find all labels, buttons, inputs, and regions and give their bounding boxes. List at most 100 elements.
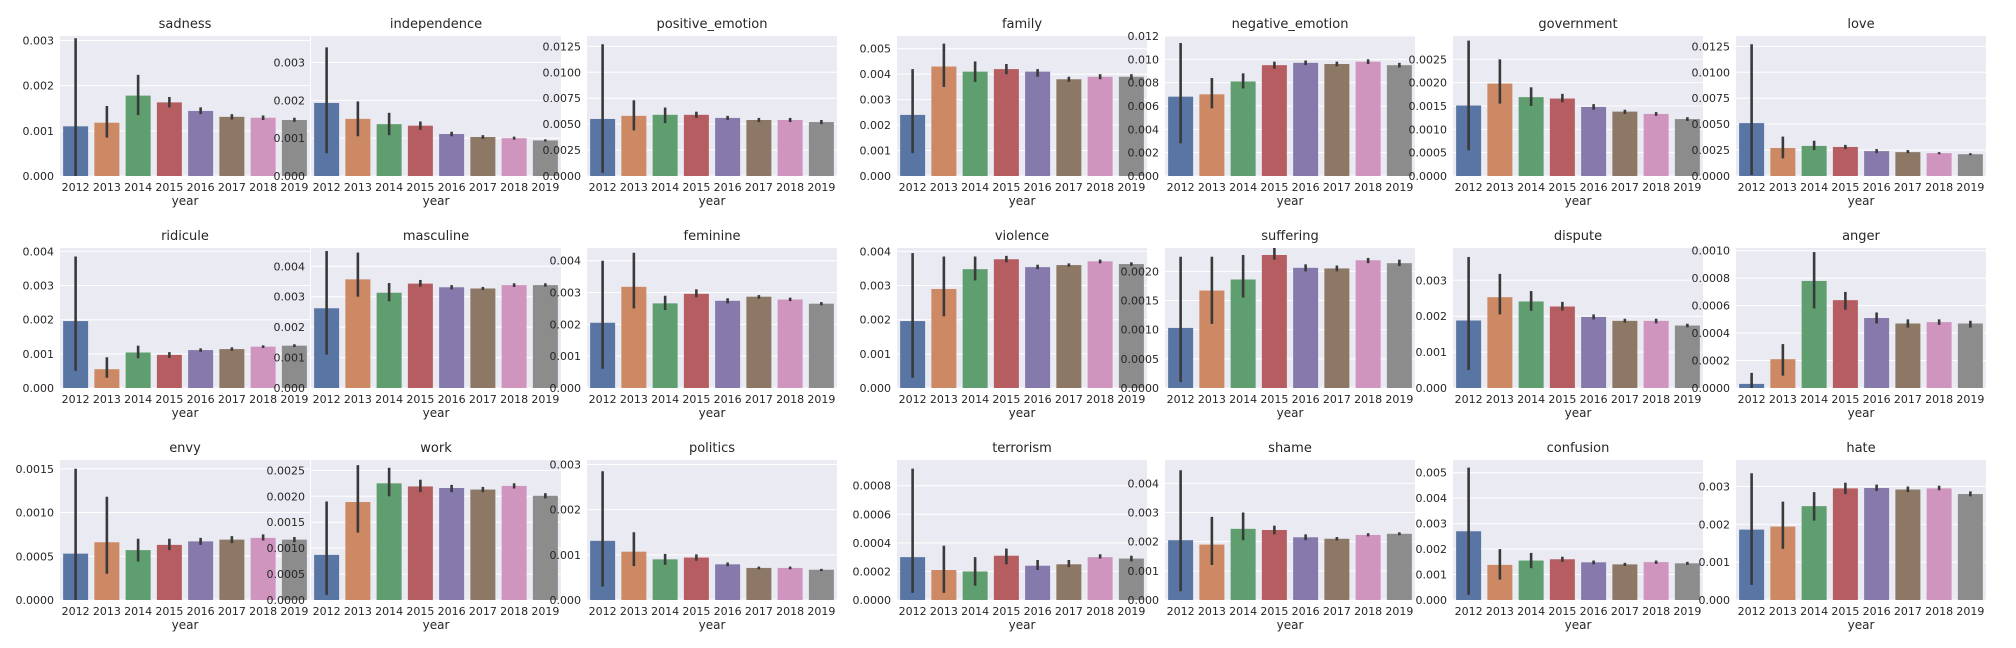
y-tick-label: 0.001 [1699, 556, 1731, 569]
x-tick-label: 2016 [1292, 181, 1320, 194]
x-tick-label: 2013 [620, 393, 648, 406]
y-tick-label: 0.0006 [853, 508, 892, 521]
x-tick-label: 2012 [62, 393, 90, 406]
bar-government-2015 [1549, 98, 1575, 176]
x-tick-label: 2015 [1260, 181, 1288, 194]
bar-violence-2016 [1025, 267, 1051, 388]
y-tick-label: 0.000 [550, 382, 582, 395]
x-tick-label: 2018 [249, 605, 277, 618]
y-tick-label: 0.000 [860, 170, 892, 183]
x-tick-label: 2017 [1323, 605, 1351, 618]
y-tick-label: 0.0125 [543, 40, 582, 53]
x-axis-label: year [1277, 406, 1304, 420]
bar-anger-2018 [1926, 322, 1952, 388]
bar-work-2016 [439, 488, 465, 600]
x-tick-label: 2019 [531, 181, 559, 194]
y-tick-label: 0.002 [860, 119, 892, 132]
y-tick-label: 0.0075 [543, 92, 582, 105]
y-tick-label: 0.000 [274, 170, 306, 183]
y-tick-label: 0.002 [23, 80, 55, 93]
x-tick-label: 2014 [375, 181, 403, 194]
y-tick-label: 0.002 [1128, 536, 1160, 549]
x-tick-label: 2014 [124, 181, 152, 194]
bar-confusion-2019 [1674, 563, 1700, 600]
bar-dispute-2017 [1612, 320, 1638, 388]
x-tick-label: 2013 [620, 605, 648, 618]
x-tick-label: 2015 [406, 393, 434, 406]
bar-suffering-2018 [1355, 260, 1381, 388]
bar-masculine-2015 [407, 283, 433, 388]
panel-title: family [1002, 17, 1042, 32]
bar-masculine-2014 [376, 292, 402, 388]
bar-independence-2018 [501, 138, 527, 176]
x-tick-label: 2019 [1385, 181, 1413, 194]
x-tick-label: 2018 [776, 393, 804, 406]
y-tick-label: 0.000 [1128, 170, 1160, 183]
y-tick-label: 0.0005 [1409, 147, 1448, 160]
x-axis-label: year [423, 618, 450, 632]
x-tick-label: 2012 [1738, 393, 1766, 406]
bar-sadness-2017 [219, 116, 245, 176]
y-tick-label: 0.0015 [1121, 295, 1160, 308]
y-tick-label: 0.000 [1699, 594, 1731, 607]
bar-politics-2014 [652, 559, 678, 600]
bar-work-2017 [470, 489, 496, 600]
y-tick-label: 0.001 [860, 348, 892, 361]
y-tick-label: 0.000 [1416, 382, 1448, 395]
bar-dispute-2014 [1518, 301, 1544, 388]
x-tick-label: 2016 [1580, 181, 1608, 194]
bar-shame-2014 [1230, 528, 1256, 600]
x-tick-label: 2019 [1956, 393, 1984, 406]
bar-shame-2018 [1355, 534, 1381, 600]
bar-politics-2015 [683, 557, 709, 600]
x-tick-label: 2016 [1580, 605, 1608, 618]
x-tick-label: 2017 [1055, 181, 1083, 194]
x-tick-label: 2017 [1894, 181, 1922, 194]
y-tick-label: 0.001 [550, 549, 582, 562]
x-tick-label: 2012 [899, 393, 927, 406]
y-tick-label: 0.0010 [16, 507, 55, 520]
x-tick-label: 2013 [93, 605, 121, 618]
panel-title: love [1847, 17, 1874, 32]
y-tick-label: 0.0020 [1121, 265, 1160, 278]
bar-masculine-2013 [345, 279, 371, 388]
y-tick-label: 0.0025 [267, 464, 306, 477]
x-tick-label: 2018 [249, 393, 277, 406]
bar-ridicule-2017 [219, 349, 245, 388]
bar-family-2016 [1025, 71, 1051, 176]
panel-title: hate [1846, 441, 1875, 456]
x-tick-label: 2017 [469, 393, 497, 406]
y-tick-label: 0.000 [1416, 594, 1448, 607]
y-tick-label: 0.0005 [16, 550, 55, 563]
y-tick-label: 0.0004 [853, 537, 892, 550]
bar-government-2016 [1581, 106, 1607, 176]
x-tick-label: 2019 [1956, 605, 1984, 618]
x-tick-label: 2016 [438, 605, 466, 618]
panel-title: ridicule [161, 229, 209, 244]
x-tick-label: 2013 [344, 605, 372, 618]
x-tick-label: 2015 [1831, 181, 1859, 194]
x-axis-label: year [172, 618, 199, 632]
x-tick-label: 2017 [745, 393, 773, 406]
bar-terrorism-2018 [1087, 557, 1113, 600]
x-tick-label: 2017 [469, 605, 497, 618]
bar-positive-emotion-2016 [715, 117, 741, 176]
x-tick-label: 2019 [1117, 181, 1145, 194]
x-tick-label: 2016 [187, 393, 215, 406]
x-axis-label: year [1565, 618, 1592, 632]
y-tick-label: 0.0000 [267, 594, 306, 607]
x-tick-label: 2018 [1642, 181, 1670, 194]
bar-violence-2019 [1118, 264, 1144, 388]
bar-dispute-2016 [1581, 316, 1607, 388]
x-tick-label: 2015 [1548, 181, 1576, 194]
panel-title: masculine [403, 229, 469, 244]
x-tick-label: 2019 [807, 181, 835, 194]
bar-envy-2018 [250, 537, 276, 600]
x-tick-label: 2019 [531, 393, 559, 406]
x-axis-label: year [1565, 406, 1592, 420]
y-tick-label: 0.0000 [853, 594, 892, 607]
x-tick-label: 2013 [1198, 181, 1226, 194]
x-tick-label: 2017 [218, 605, 246, 618]
bar-family-2018 [1087, 76, 1113, 176]
